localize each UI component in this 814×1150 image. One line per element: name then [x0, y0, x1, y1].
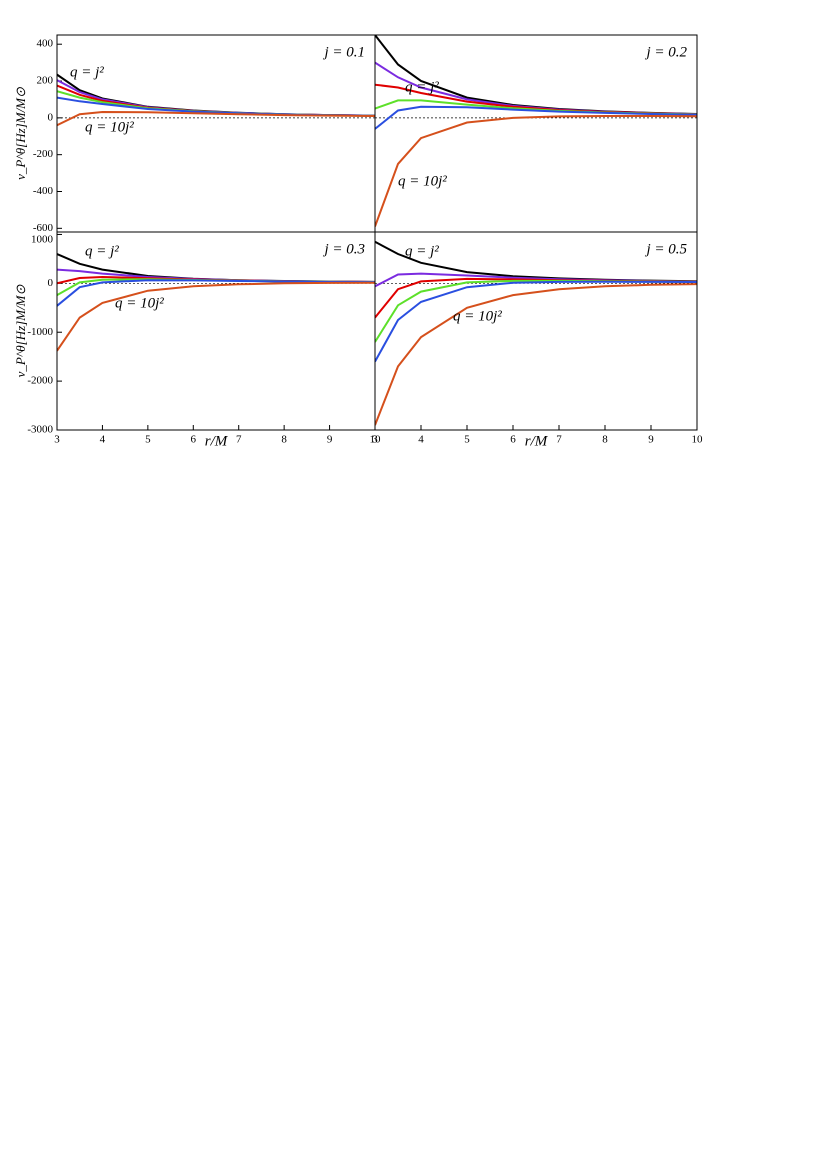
annotation: q = 10j²: [115, 295, 164, 311]
y-tick-label: -400: [33, 185, 54, 197]
series-line: [57, 279, 375, 307]
series-line: [57, 79, 375, 117]
series-line: [375, 115, 697, 227]
x-tick-label: 3: [54, 434, 60, 446]
annotation: q = 10j²: [398, 173, 447, 189]
x-tick-label: 4: [418, 434, 424, 446]
x-tick-label: 7: [556, 434, 562, 446]
panel-title: j = 0.3: [322, 241, 365, 257]
x-axis-label: r/M: [525, 433, 549, 449]
x-tick-label: 5: [464, 434, 470, 446]
annotation: q = j²: [85, 243, 119, 259]
annotation: q = j²: [405, 243, 439, 259]
y-tick-label: -2000: [27, 375, 53, 387]
x-tick-label: 6: [191, 434, 197, 446]
panel-title: j = 0.5: [644, 241, 687, 257]
x-tick-label: 8: [602, 434, 608, 446]
plot-frame: [374, 231, 698, 431]
series-line: [375, 280, 697, 363]
series-line: [57, 281, 375, 352]
x-tick-label: 9: [648, 434, 654, 446]
y-tick-label: -1000: [27, 326, 53, 338]
series-line: [57, 73, 375, 117]
x-tick-label: 9: [327, 434, 333, 446]
y-axis-label: ν_P^θ[Hz]M/M⊙: [13, 87, 28, 180]
series-line: [57, 110, 375, 127]
x-axis-label: r/M: [205, 433, 229, 449]
panel-title: j = 0.2: [644, 44, 687, 60]
x-tick-label: 10: [370, 434, 382, 446]
y-axis-label: ν_P^θ[Hz]M/M⊙: [13, 284, 28, 377]
y-tick-label: 200: [37, 75, 54, 87]
plot-frame: [374, 34, 698, 233]
y-tick-label: 1000: [31, 234, 54, 246]
y-tick-label: 0: [48, 111, 54, 123]
y-tick-label: 0: [48, 277, 54, 289]
series-line: [375, 283, 697, 426]
annotation: q = j²: [405, 79, 439, 95]
y-tick-label: -200: [33, 148, 54, 160]
x-tick-label: 5: [145, 434, 151, 446]
x-tick-label: 4: [100, 434, 106, 446]
x-tick-label: 3: [372, 434, 378, 446]
annotation: q = 10j²: [85, 119, 134, 135]
panel-title: j = 0.1: [322, 44, 365, 60]
series-line: [375, 279, 697, 343]
x-tick-label: 6: [510, 434, 516, 446]
y-tick-label: -600: [33, 222, 54, 234]
x-tick-label: 10: [692, 434, 704, 446]
x-tick-label: 7: [236, 434, 242, 446]
annotation: q = j²: [70, 64, 104, 80]
y-tick-label: -3000: [27, 424, 53, 436]
series-line: [375, 105, 697, 130]
annotation: q = 10j²: [453, 308, 502, 324]
y-tick-label: 400: [37, 38, 54, 50]
plot-frame: [56, 231, 376, 431]
x-tick-label: 8: [281, 434, 287, 446]
